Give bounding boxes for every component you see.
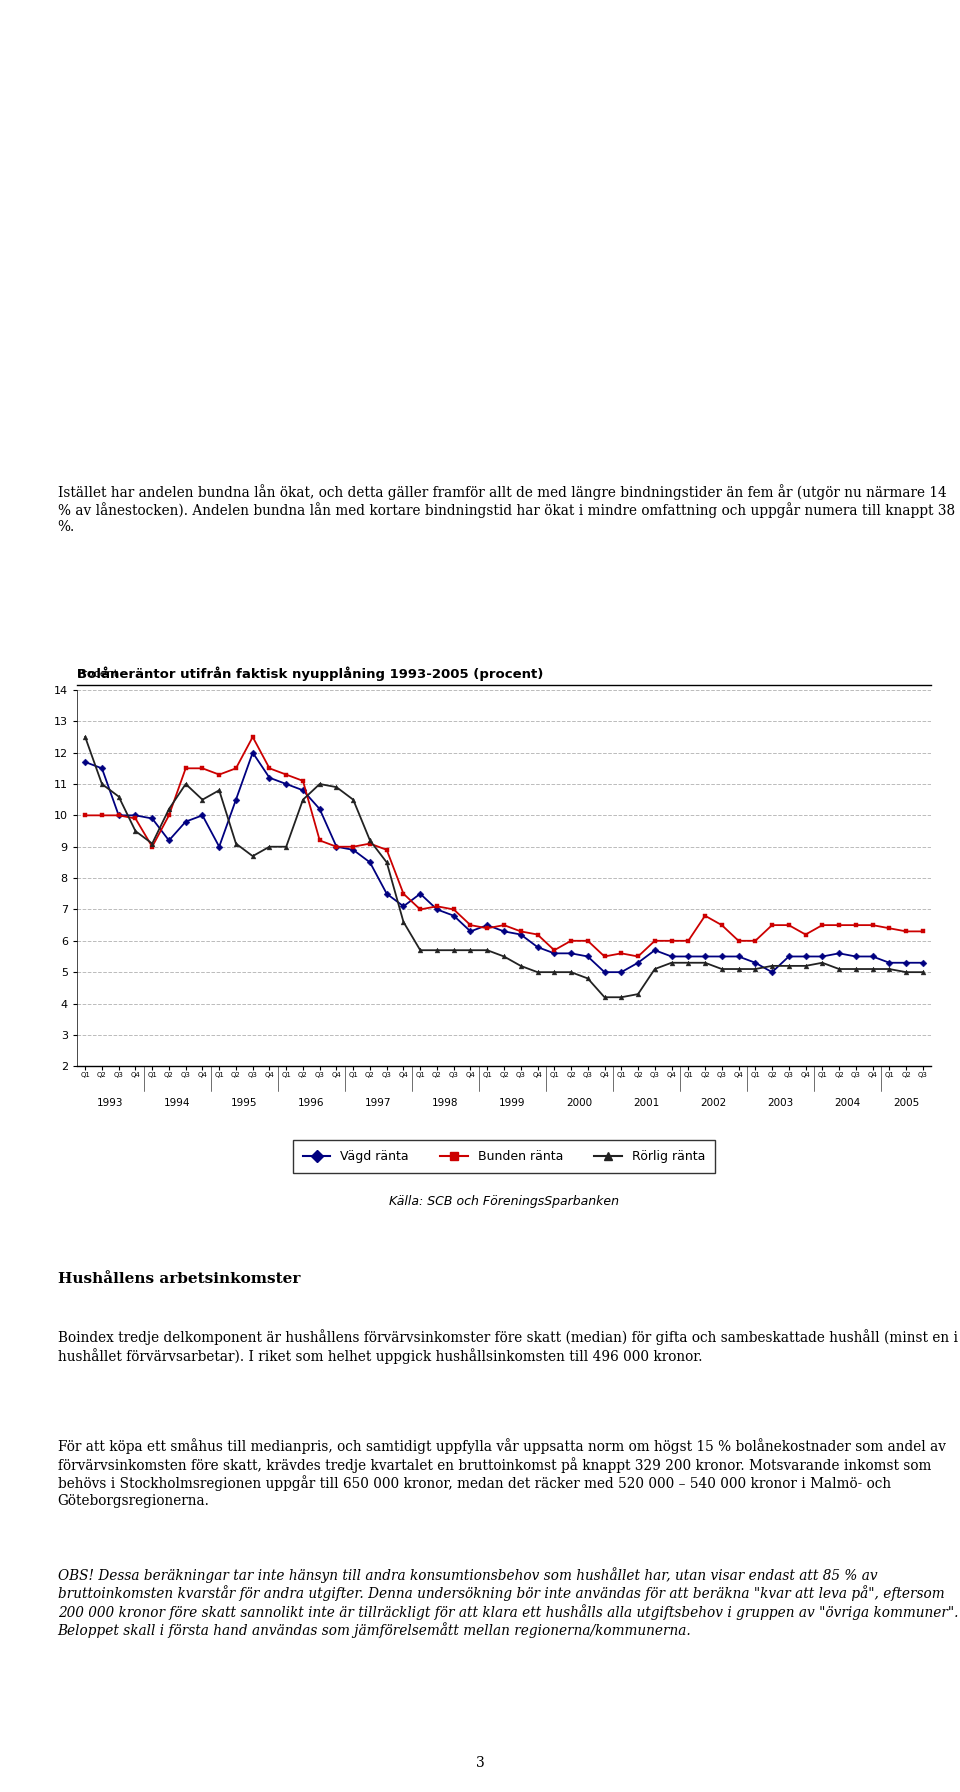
Text: Hushållens arbetsinkomster: Hushållens arbetsinkomster [58,1272,300,1287]
Text: 1998: 1998 [432,1098,459,1107]
Text: 2005: 2005 [893,1098,919,1107]
Text: Bolåneräntor utifrån faktisk nyupplåning 1993-2005 (procent): Bolåneräntor utifrån faktisk nyupplåning… [77,667,543,681]
Text: Istället har andelen bundna lån ökat, och detta gäller framför allt de med längr: Istället har andelen bundna lån ökat, oc… [58,484,955,534]
Text: 1996: 1996 [299,1098,324,1107]
Text: 1994: 1994 [164,1098,191,1107]
Text: 1993: 1993 [97,1098,124,1107]
Text: 2004: 2004 [834,1098,860,1107]
Text: Procent: Procent [77,668,119,679]
Text: För att köpa ett småhus till medianpris, och samtidigt uppfylla vår uppsatta nor: För att köpa ett småhus till medianpris,… [58,1439,946,1507]
Text: 2000: 2000 [566,1098,592,1107]
Legend: Vägd ränta, Bunden ränta, Rörlig ränta: Vägd ränta, Bunden ränta, Rörlig ränta [293,1140,715,1174]
Text: 1995: 1995 [231,1098,257,1107]
Text: 3: 3 [475,1756,485,1770]
Text: Källa: SCB och FöreningsSparbanken: Källa: SCB och FöreningsSparbanken [389,1195,619,1208]
Text: 2002: 2002 [700,1098,727,1107]
Text: OBS! Dessa beräkningar tar inte hänsyn till andra konsumtionsbehov som hushållet: OBS! Dessa beräkningar tar inte hänsyn t… [58,1566,958,1638]
Text: 2003: 2003 [767,1098,794,1107]
Text: 1997: 1997 [365,1098,392,1107]
Text: 1999: 1999 [499,1098,526,1107]
Text: 2001: 2001 [634,1098,660,1107]
Text: Boindex tredje delkomponent är hushållens förvärvsinkomster före skatt (median) : Boindex tredje delkomponent är hushållen… [58,1330,958,1364]
